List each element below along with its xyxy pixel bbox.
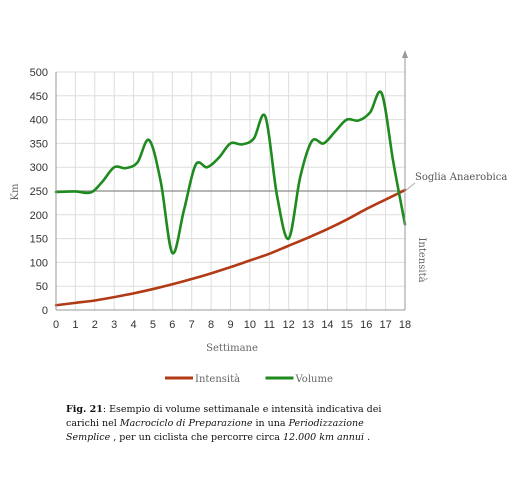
x-tick-label: 10	[244, 319, 256, 331]
x-tick-label: 9	[227, 319, 233, 331]
y-tick-label: 450	[30, 91, 48, 103]
caption-text-2: in una	[252, 418, 289, 429]
caption-italic-1: Macrociclo di Preparazione	[119, 418, 253, 429]
x-tick-label: 16	[360, 319, 372, 331]
series-line-volume	[54, 90, 407, 255]
x-tick-label: 1	[72, 319, 78, 331]
caption-figure-label: Fig. 21	[66, 404, 103, 415]
chart: 0 1 2 3 4 5 6 7 8 9 10 11 12 13 14 15 16 17 18050100150200…	[10, 50, 507, 385]
y-axis-title: Km	[10, 183, 21, 200]
y-tick-label: 500	[30, 67, 48, 79]
figure-caption: Fig. 21: Esempio di volume settimanale e…	[66, 403, 386, 445]
x-tick-label: 17	[379, 319, 391, 331]
reference-line-label: Soglia Anaerobica	[415, 172, 507, 183]
x-tick-label: 18	[399, 319, 411, 331]
x-tick-label: 13	[302, 319, 314, 331]
caption-text-1: : Esempio di volume settimanale e intens…	[66, 404, 382, 429]
series-line-intensit-	[54, 188, 407, 307]
x-tick-label: 3	[111, 319, 117, 331]
x-tick-label: 7	[189, 319, 195, 331]
reference-line-group	[56, 182, 416, 192]
secondary-axis-title: Intensità	[416, 237, 427, 282]
secondary-axis-arrow	[402, 50, 408, 58]
x-tick-label: 0	[53, 319, 59, 331]
x-tick-label: 4	[130, 319, 136, 331]
x-tick-label: 12	[283, 319, 295, 331]
y-tick-label: 100	[30, 257, 48, 269]
y-tick-label: 200	[30, 210, 48, 222]
x-tick-label: 8	[208, 319, 214, 331]
caption-italic-3: 12.000 km annui	[282, 432, 365, 443]
caption-text-3: , per un ciclista che percorre circa	[110, 432, 283, 443]
x-tick-label: 5	[150, 319, 156, 331]
y-tick-label: 350	[30, 138, 48, 150]
y-tick-label: 400	[30, 115, 48, 127]
y-tick-label: 300	[30, 162, 48, 174]
caption-text-4: .	[364, 432, 371, 443]
reference-label-leader	[404, 182, 416, 192]
series-group	[54, 90, 407, 307]
x-axis-title: Settimane	[206, 343, 258, 354]
y-tick-label: 50	[36, 281, 48, 293]
legend: Intensità Volume	[165, 374, 333, 385]
y-tick-label: 150	[30, 234, 48, 246]
x-tick-label: 15	[341, 319, 353, 331]
x-tick-label: 6	[169, 319, 175, 331]
legend-label-volume: Volume	[295, 374, 333, 385]
y-tick-label: 0	[42, 305, 48, 317]
legend-label-intensit-: Intensità	[195, 374, 240, 385]
axes	[55, 50, 408, 311]
x-tick-label: 14	[321, 319, 333, 331]
tick-labels: 0 1 2 3 4 5 6 7 8 9 10 11 12 13 14 15 16 17 18050100150200…	[30, 67, 411, 331]
y-tick-label: 250	[30, 186, 48, 198]
x-tick-label: 2	[92, 319, 98, 331]
x-tick-label: 11	[264, 319, 275, 331]
caption-italic-2: Periodizzazione Semplice	[66, 418, 364, 443]
